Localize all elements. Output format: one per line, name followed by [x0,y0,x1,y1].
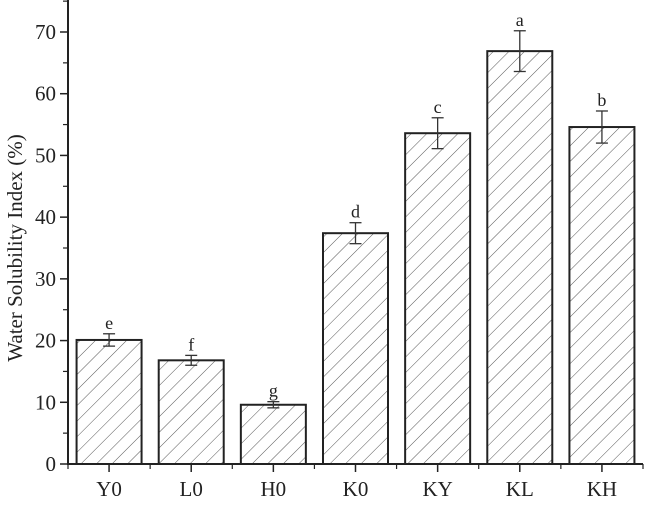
y-tick-label: 30 [35,267,56,291]
significance-letter: b [597,90,606,110]
significance-letter: d [351,202,360,222]
bar-kh: b [568,90,636,465]
y-tick-label: 10 [35,390,56,414]
bar-rect [157,359,225,466]
y-tick-label: 60 [35,82,56,106]
bar-rect [322,232,389,465]
bar-rect [75,338,143,465]
bar-rect [568,126,636,465]
x-tick-label: Y0 [96,477,122,500]
x-tick-label: KL [506,477,534,500]
significance-letter: e [105,313,113,333]
error-bar [103,333,116,347]
bars-group: e f g d c a b [75,10,636,466]
bar-y0: e [75,313,143,465]
bar-kl: a [486,10,554,465]
bar-k0: d [322,202,389,465]
bar-rect [486,50,554,465]
error-bar [595,110,608,144]
y-tick-label: 0 [46,452,57,476]
bar-rect [404,132,472,465]
y-axis-label: Water Solubility Index (%) [3,134,27,362]
x-tick-label: KH [587,477,617,500]
axes-group: Y0 L0 H0 K0 KY KL KH 0 10 20 30 40 50 60 70 [35,0,644,501]
error-bar [431,117,444,150]
y-tick-label: 40 [35,205,56,229]
significance-letter: a [516,10,524,30]
error-bar [267,401,280,409]
bar-rect [239,403,307,465]
error-bar [349,222,362,245]
y-tick-label: 20 [35,329,56,353]
x-tick-label: L0 [180,477,203,500]
error-bar [513,30,526,73]
error-bar [185,354,198,366]
significance-letter: f [188,334,194,354]
y-tick-label: 70 [35,20,56,44]
bar-l0: f [157,334,225,466]
x-tick-label: KY [422,477,452,500]
significance-letter: g [269,381,278,401]
significance-letter: c [434,97,442,117]
x-tick-label: K0 [343,477,369,500]
y-tick-label: 50 [35,143,56,167]
x-tick-label: H0 [261,477,287,500]
bar-ky: c [404,97,472,465]
bar-h0: g [239,381,307,465]
